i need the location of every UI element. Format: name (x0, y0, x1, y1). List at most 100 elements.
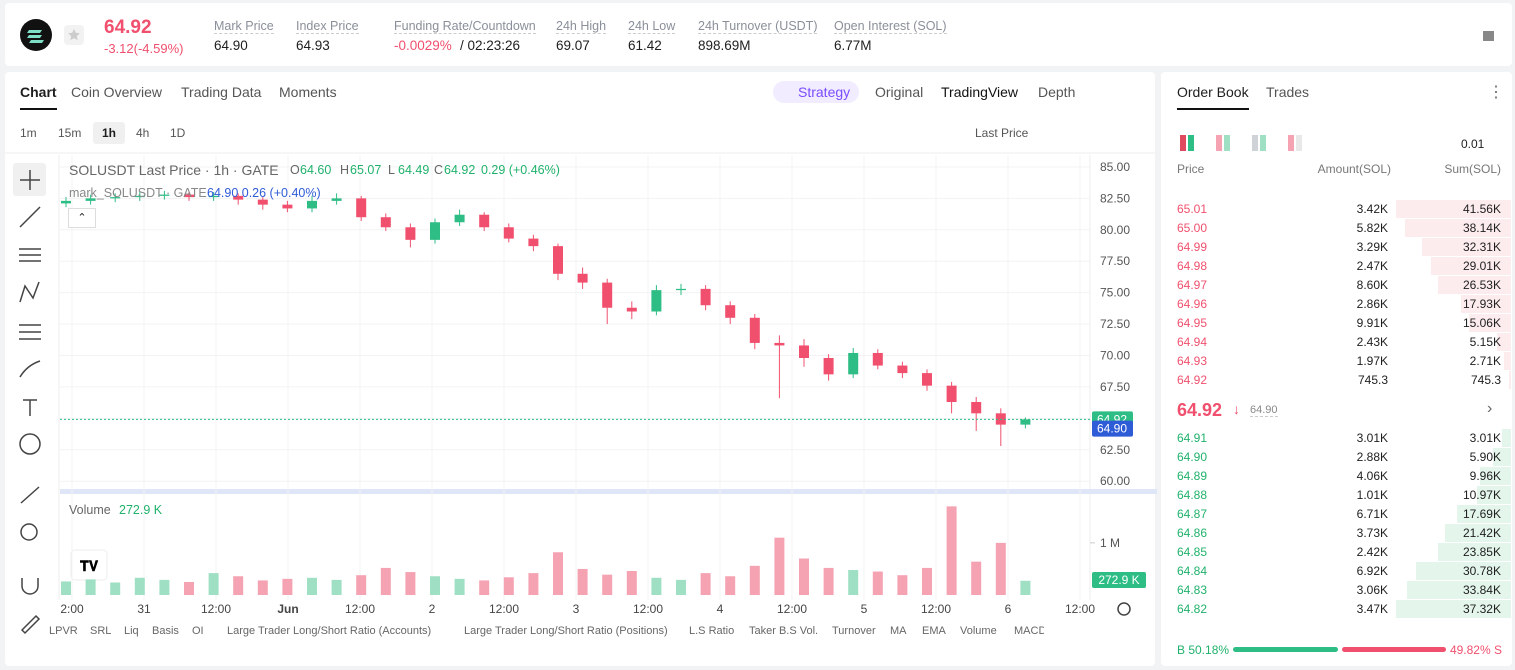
book-layout-icon[interactable] (1252, 135, 1266, 151)
volume-bar (356, 575, 367, 595)
indicator-tab[interactable]: EMA (922, 625, 946, 637)
drawing-tools (19, 170, 41, 635)
book-price[interactable]: 64.92 (1177, 373, 1208, 387)
indicator-tab[interactable]: LPVR (49, 625, 78, 637)
book-tab[interactable]: Trades (1266, 84, 1310, 100)
volume-bar (922, 567, 932, 595)
book-price[interactable]: 64.83 (1177, 583, 1208, 597)
y-tick-label: 82.50 (1100, 191, 1130, 205)
indicator-tab[interactable]: Large Trader Long/Short Ratio (Accounts) (227, 625, 432, 637)
indicator-tab[interactable]: Turnover (832, 625, 876, 637)
candle-body (872, 352, 883, 366)
interval[interactable]: 1D (170, 126, 186, 140)
chart-tab[interactable]: Chart (20, 84, 57, 110)
chart-tab[interactable]: Trading Data (181, 84, 262, 100)
indicator-tab[interactable]: SRL (90, 625, 112, 637)
book-tab[interactable]: Order Book (1177, 84, 1249, 110)
candle-body (971, 402, 982, 414)
collapse-button[interactable]: ⌃ (68, 208, 96, 228)
indicator-tab[interactable]: MA (890, 625, 907, 637)
book-price[interactable]: 64.95 (1177, 316, 1208, 330)
buy-ratio: B 50.18% (1177, 643, 1230, 657)
interval[interactable]: 1h (102, 126, 117, 140)
settings-icon[interactable] (1117, 602, 1131, 616)
book-sum: 15.06K (1462, 316, 1501, 330)
indicator-tab[interactable]: Large Trader Long/Short Ratio (Positions… (464, 625, 668, 637)
menu-icon[interactable] (1481, 28, 1497, 44)
book-price[interactable]: 64.93 (1177, 354, 1208, 368)
price-change: -3.12(-4.59%) (104, 41, 184, 56)
chart-tab[interactable]: Coin Overview (71, 84, 163, 100)
indicator-tab[interactable]: OI (192, 625, 204, 637)
book-price[interactable]: 64.88 (1177, 488, 1208, 502)
book-layout-icon[interactable] (1180, 135, 1194, 151)
book-price[interactable]: 64.96 (1177, 297, 1208, 311)
book-layout-icon[interactable] (1288, 135, 1302, 151)
view-tab[interactable]: Strategy (798, 84, 851, 100)
book-price[interactable]: 64.85 (1177, 545, 1208, 559)
candle-body (307, 200, 317, 209)
book-layout-icon[interactable] (1216, 135, 1230, 151)
sell-ratio: 49.82% S (1449, 643, 1502, 657)
indicator-tab[interactable]: Taker B.S Vol. (749, 625, 819, 637)
volume-tag-text: 272.9 K (1098, 573, 1139, 587)
book-price[interactable]: 64.84 (1177, 564, 1208, 578)
ohlc-label: C (434, 163, 444, 177)
volume-bar (405, 572, 416, 595)
indicator-tab[interactable]: Liq (124, 625, 139, 637)
depth-bar (1416, 562, 1511, 580)
candle-body (208, 195, 219, 198)
depth-bar (1445, 524, 1511, 542)
view-tab[interactable]: Depth (1038, 84, 1076, 100)
book-column: Price (1177, 162, 1205, 176)
book-sum: 32.31K (1462, 240, 1501, 254)
candle-body (848, 352, 859, 375)
book-price[interactable]: 64.89 (1177, 469, 1208, 483)
candle-body (749, 317, 760, 343)
favorite-star[interactable] (64, 25, 84, 45)
book-price[interactable]: 64.94 (1177, 335, 1208, 349)
book-amount: 3.47K (1356, 602, 1388, 616)
indicator-tab[interactable]: MACD (1014, 625, 1044, 637)
x-tick-label: Jun (277, 602, 298, 616)
interval[interactable]: 4h (136, 126, 150, 140)
more-menu[interactable]: ⋮ (1488, 84, 1504, 101)
volume-bar (749, 565, 760, 595)
book-sum: 9.96K (1469, 469, 1501, 483)
mid-price: 64.92 (1177, 400, 1223, 420)
chart-tab[interactable]: Moments (279, 84, 337, 100)
x-tick-label: 12:00 (345, 602, 375, 616)
book-price[interactable]: 64.87 (1177, 507, 1208, 521)
candle-body (823, 358, 834, 375)
book-amount: 6.92K (1356, 564, 1388, 578)
interval[interactable]: 1m (20, 126, 37, 140)
x-tick-label: 2 (429, 602, 436, 616)
price-type[interactable]: Last Price (975, 126, 1029, 140)
book-price[interactable]: 65.00 (1177, 221, 1208, 235)
y-tick-label: 60.00 (1100, 474, 1130, 488)
book-price[interactable]: 65.01 (1177, 202, 1208, 216)
interval[interactable]: 15m (58, 126, 82, 140)
book-price[interactable]: 64.98 (1177, 259, 1208, 273)
ohlc-value: 65.07 (350, 163, 382, 177)
view-tab[interactable]: TradingView (941, 84, 1019, 100)
indicator-tab[interactable]: Basis (152, 625, 179, 637)
indicator-tab[interactable]: Volume (960, 625, 997, 637)
book-price[interactable]: 64.86 (1177, 526, 1208, 540)
expand-arrow[interactable]: › (1487, 400, 1493, 417)
candle-body (577, 273, 588, 283)
indicator-tab[interactable]: L.S Ratio (689, 625, 735, 637)
book-price[interactable]: 64.99 (1177, 240, 1208, 254)
stat-label: Funding Rate/Countdown (394, 19, 536, 34)
book-price[interactable]: 64.82 (1177, 602, 1208, 616)
candle-body (331, 198, 342, 201)
tick-size[interactable]: 0.01 (1461, 137, 1485, 151)
book-price[interactable]: 64.90 (1177, 450, 1208, 464)
book-price[interactable]: 64.97 (1177, 278, 1208, 292)
candle-body (184, 194, 194, 198)
book-amount: 745.3 (1357, 373, 1388, 387)
book-price[interactable]: 64.91 (1177, 431, 1208, 445)
view-tab[interactable]: Original (875, 84, 924, 100)
volume-bar (134, 577, 145, 595)
volume-bar (454, 578, 465, 595)
